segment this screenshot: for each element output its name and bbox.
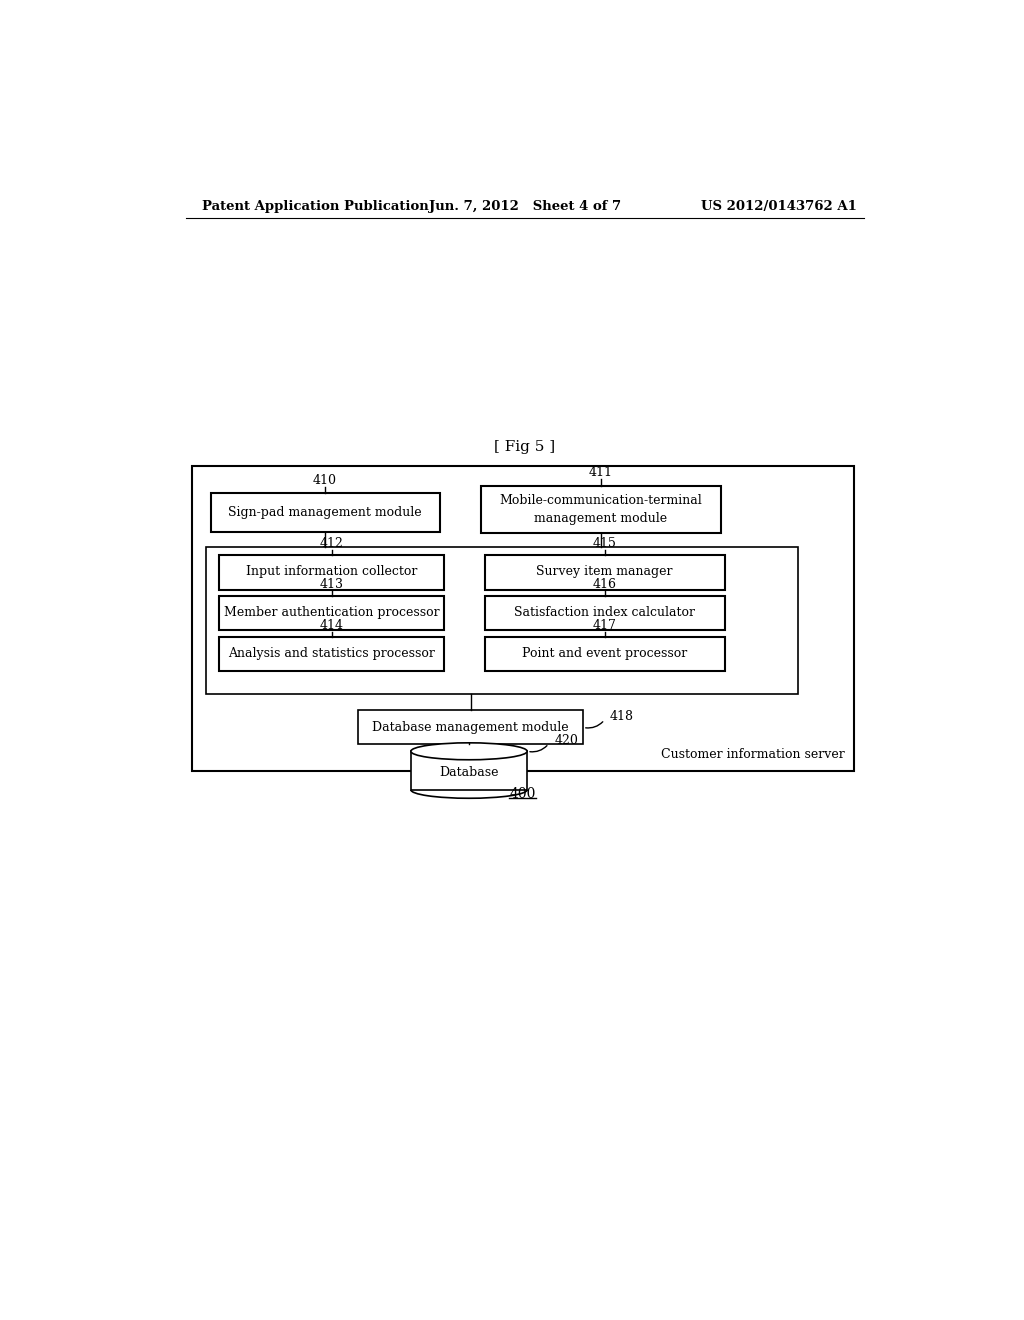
Bar (484, 595, 725, 631)
Bar (219, 636, 444, 671)
Text: 415: 415 (593, 537, 616, 550)
Bar (411, 751, 527, 789)
Text: 416: 416 (593, 578, 616, 591)
Text: Patent Application Publication: Patent Application Publication (202, 199, 428, 213)
Text: 411: 411 (589, 466, 612, 479)
Text: 414: 414 (319, 619, 344, 632)
Bar (191, 466, 854, 771)
Text: 413: 413 (319, 578, 344, 591)
Bar (206, 548, 799, 693)
Text: Sign-pad management module: Sign-pad management module (228, 506, 422, 519)
Bar (219, 595, 444, 631)
Text: Survey item manager: Survey item manager (537, 565, 673, 578)
Text: Customer information server: Customer information server (662, 748, 845, 762)
Bar (219, 554, 444, 590)
Text: Analysis and statistics processor: Analysis and statistics processor (228, 647, 435, 660)
Text: Database: Database (439, 766, 499, 779)
Bar (484, 554, 725, 590)
Text: 417: 417 (593, 619, 616, 632)
Text: Satisfaction index calculator: Satisfaction index calculator (514, 606, 695, 619)
Text: Jun. 7, 2012   Sheet 4 of 7: Jun. 7, 2012 Sheet 4 of 7 (429, 199, 621, 213)
Text: 418: 418 (610, 710, 634, 723)
Bar (211, 494, 439, 532)
Text: 420: 420 (554, 734, 579, 747)
Text: Point and event processor: Point and event processor (522, 647, 687, 660)
Text: 410: 410 (313, 474, 337, 487)
Text: [ Fig 5 ]: [ Fig 5 ] (495, 440, 555, 454)
Text: Database management module: Database management module (373, 721, 569, 734)
Text: US 2012/0143762 A1: US 2012/0143762 A1 (700, 199, 856, 213)
Text: Mobile-communication-terminal
management module: Mobile-communication-terminal management… (500, 494, 702, 525)
Text: 400: 400 (509, 788, 536, 801)
Bar (484, 636, 725, 671)
Bar (358, 710, 583, 744)
Ellipse shape (411, 743, 527, 760)
Text: Input information collector: Input information collector (246, 565, 418, 578)
Text: 412: 412 (319, 537, 344, 550)
Bar (480, 486, 721, 533)
Text: Member authentication processor: Member authentication processor (224, 606, 439, 619)
